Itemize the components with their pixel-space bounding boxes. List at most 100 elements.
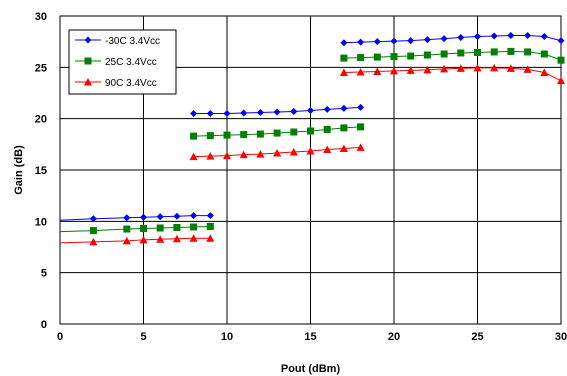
data-point — [156, 224, 164, 232]
data-point — [540, 68, 549, 76]
legend: -30C 3.4Vcc 25C 3.4Vcc 90C 3.4Vcc — [68, 29, 177, 95]
data-point — [206, 132, 214, 140]
data-point — [339, 144, 348, 152]
data-point — [340, 104, 348, 112]
data-point — [223, 131, 231, 139]
data-point — [440, 50, 448, 58]
data-point — [323, 125, 331, 133]
data-point — [524, 32, 532, 40]
data-point — [172, 234, 181, 243]
data-point — [357, 54, 365, 62]
data-point — [406, 66, 415, 74]
series-2 — [59, 47, 565, 235]
data-point — [540, 50, 548, 58]
data-point — [273, 108, 281, 116]
series-layer — [59, 32, 565, 246]
data-point — [239, 150, 248, 159]
data-point — [473, 63, 482, 72]
data-point — [206, 212, 214, 220]
data-point — [440, 64, 449, 73]
y-tick-label: 0 — [41, 319, 47, 331]
x-axis-label: Pout (dBm) — [281, 363, 341, 375]
data-point — [223, 110, 231, 118]
x-tick-label: 15 — [304, 331, 316, 343]
x-tick-label: 0 — [57, 331, 63, 343]
x-tick-label: 5 — [140, 331, 146, 343]
data-point — [140, 225, 147, 233]
data-point — [256, 130, 264, 138]
data-point — [123, 214, 131, 222]
data-point — [407, 37, 415, 45]
data-point — [273, 149, 282, 157]
data-point — [89, 215, 97, 223]
data-point — [524, 48, 532, 56]
data-point — [506, 64, 515, 72]
data-point — [189, 234, 198, 242]
legend-label: 25C 3.4Vcc — [105, 57, 157, 68]
y-axis-label: Gain (dB) — [13, 145, 25, 195]
data-point — [173, 223, 181, 231]
data-point — [256, 150, 265, 158]
data-point — [474, 48, 481, 56]
data-point — [390, 66, 398, 75]
data-point — [340, 39, 348, 47]
data-point — [474, 33, 481, 41]
data-point — [256, 109, 264, 117]
data-point — [240, 131, 248, 139]
data-point — [240, 109, 248, 117]
data-point — [339, 68, 348, 76]
data-point — [523, 65, 532, 73]
y-tick-label: 15 — [35, 165, 47, 177]
data-point — [373, 38, 381, 46]
data-point — [507, 47, 515, 55]
data-point — [423, 51, 431, 59]
legend-label: 90C 3.4Vcc — [105, 78, 157, 89]
data-point — [490, 48, 498, 56]
legend-label: -30C 3.4Vcc — [105, 36, 160, 47]
y-tick-label: 20 — [35, 114, 47, 126]
data-point — [456, 64, 465, 72]
data-point — [356, 143, 365, 151]
data-point — [190, 212, 198, 220]
data-point — [140, 213, 147, 221]
data-point — [340, 124, 348, 132]
x-tick-label: 20 — [388, 331, 400, 343]
data-point — [507, 32, 515, 40]
data-point — [206, 110, 214, 118]
y-tick-label: 30 — [35, 11, 47, 23]
data-point — [357, 123, 365, 131]
y-tick-label: 5 — [41, 268, 47, 280]
legend-swatch-marker — [84, 36, 92, 44]
data-point — [273, 129, 281, 137]
data-point — [190, 223, 198, 231]
data-point — [490, 63, 499, 72]
data-point — [557, 56, 565, 64]
data-point — [423, 36, 431, 44]
data-point — [123, 225, 131, 233]
data-point — [557, 37, 565, 45]
data-point — [323, 145, 332, 153]
data-point — [407, 52, 415, 60]
data-point — [357, 38, 365, 46]
data-point — [390, 37, 398, 45]
data-point — [373, 53, 381, 61]
series-1 — [59, 32, 565, 223]
data-point — [290, 128, 298, 136]
series-line — [59, 237, 211, 244]
data-point — [557, 76, 565, 85]
data-point — [457, 49, 465, 57]
data-point — [122, 236, 131, 245]
data-point — [190, 110, 198, 118]
data-point — [206, 152, 215, 160]
data-point — [156, 235, 165, 243]
data-point — [190, 132, 198, 140]
x-tick-label: 30 — [555, 331, 567, 343]
series-3 — [59, 63, 565, 246]
data-point — [373, 67, 382, 75]
data-point — [540, 33, 548, 41]
data-point — [206, 234, 215, 242]
data-point — [206, 222, 214, 230]
data-point — [139, 235, 148, 244]
data-point — [289, 148, 298, 156]
